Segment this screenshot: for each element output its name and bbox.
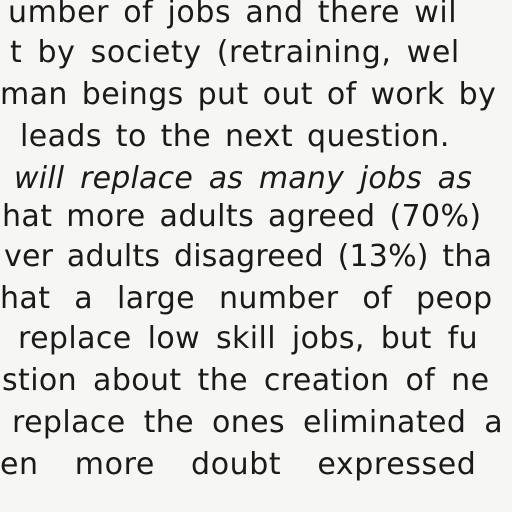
text-line-5: will replace as many jobs as: [14, 161, 473, 196]
text-line-2: t by society (retraining, wel: [10, 35, 460, 70]
text-line-1: umber of jobs and there wil: [8, 0, 458, 30]
text-line-7: ver adults disagreed (13%) tha: [4, 239, 493, 274]
text-line-6: hat more adults agreed (70%): [2, 199, 482, 234]
text-line-11: replace the ones eliminated a: [12, 405, 504, 440]
text-line-9: replace low skill jobs, but fu: [18, 321, 479, 356]
text-line-3: man beings put out of work by: [0, 77, 497, 112]
text-line-10: stion about the creation of ne: [2, 363, 490, 398]
text-line-8: hat a large number of peop: [0, 281, 493, 316]
text-line-12: en more doubt expressed: [0, 447, 477, 482]
text-line-4: leads to the next question.: [20, 119, 450, 154]
